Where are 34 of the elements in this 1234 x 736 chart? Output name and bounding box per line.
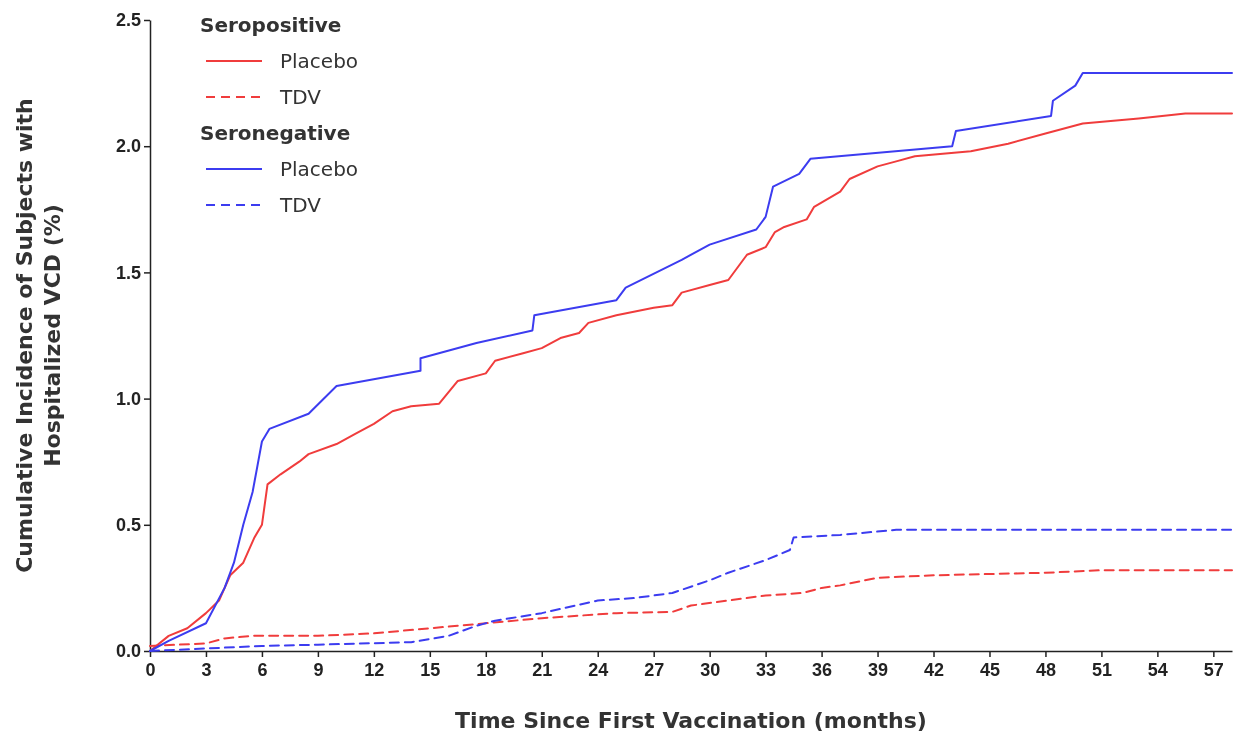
- x-tick-label: 51: [1091, 660, 1112, 681]
- y-axis-title: Cumulative Incidence of Subjects with Hospitalized VCD (%): [12, 98, 65, 573]
- x-tick-label: 24: [588, 660, 609, 681]
- y-tick-label: 2.5: [115, 10, 141, 31]
- x-tick-label: 27: [644, 660, 665, 681]
- annotation: Seropositive: [200, 13, 342, 37]
- x-tick-label: 45: [979, 660, 1000, 681]
- x-tick-label: 3: [201, 660, 212, 681]
- legend-label: Placebo: [280, 157, 359, 181]
- x-tick-label: 39: [868, 660, 889, 681]
- legend-label: TDV: [279, 85, 322, 109]
- x-tick-label: 30: [700, 660, 721, 681]
- x-tick-label: 18: [476, 660, 497, 681]
- x-tick-label: 15: [420, 660, 441, 681]
- x-tick-label: 12: [364, 660, 385, 681]
- x-tick-label: 36: [812, 660, 833, 681]
- x-tick-label: 0: [145, 660, 156, 681]
- x-tick-label: 33: [756, 660, 777, 681]
- y-tick-label: 0.0: [115, 641, 141, 662]
- x-tick-label: 21: [532, 660, 553, 681]
- x-tick-label: 6: [257, 660, 268, 681]
- x-tick-label: 9: [313, 660, 324, 681]
- y-tick-label: 1.0: [115, 388, 141, 409]
- x-tick-label: 57: [1203, 660, 1224, 681]
- annotation: Seronegative: [200, 121, 351, 145]
- legend-label: TDV: [279, 193, 322, 217]
- x-tick-label: 42: [924, 660, 945, 681]
- y-tick-label: 0.5: [115, 515, 141, 536]
- y-tick-label: 1.5: [115, 262, 141, 283]
- x-tick-label: 48: [1035, 660, 1056, 681]
- y-tick-label: 2.0: [115, 136, 141, 157]
- legend-label: Placebo: [280, 49, 359, 73]
- x-tick-label: 54: [1147, 660, 1168, 681]
- x-axis-title: Time Since First Vaccination (months): [455, 708, 927, 733]
